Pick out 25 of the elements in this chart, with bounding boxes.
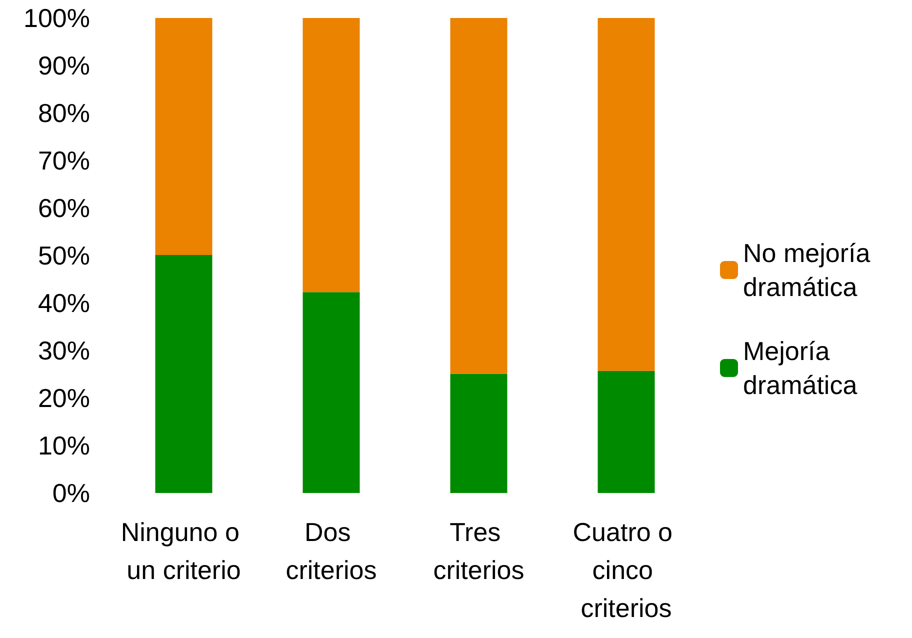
y-tick-label: 0% [52,478,90,508]
x-tick-label: Dos criterios [286,517,377,585]
y-tick-label: 100% [24,3,90,33]
bar [155,255,212,493]
x-tick-label: Ninguno o un criterio [120,517,247,585]
bar [450,18,508,374]
bar [450,374,508,493]
x-tick-label: Tres criterios [433,517,524,585]
y-tick-label: 80% [38,98,90,128]
bar [302,18,360,292]
bar [598,18,655,371]
y-tick-label: 20% [38,383,90,413]
legend-label: Mejoría dramática [743,336,858,400]
y-tick-label: 60% [38,193,90,223]
legend-label: No mejoría dramática [743,238,878,302]
bar [302,292,360,493]
y-tick-label: 70% [38,146,90,176]
y-tick-label: 50% [38,240,90,270]
y-tick-label: 30% [38,336,90,366]
y-tick-label: 10% [38,430,90,460]
x-tick-label: Cuatro o cinco criterios [572,517,680,623]
y-tick-label: 90% [38,50,90,80]
bar [155,18,212,256]
bar [598,370,655,493]
y-tick-label: 40% [38,288,90,318]
